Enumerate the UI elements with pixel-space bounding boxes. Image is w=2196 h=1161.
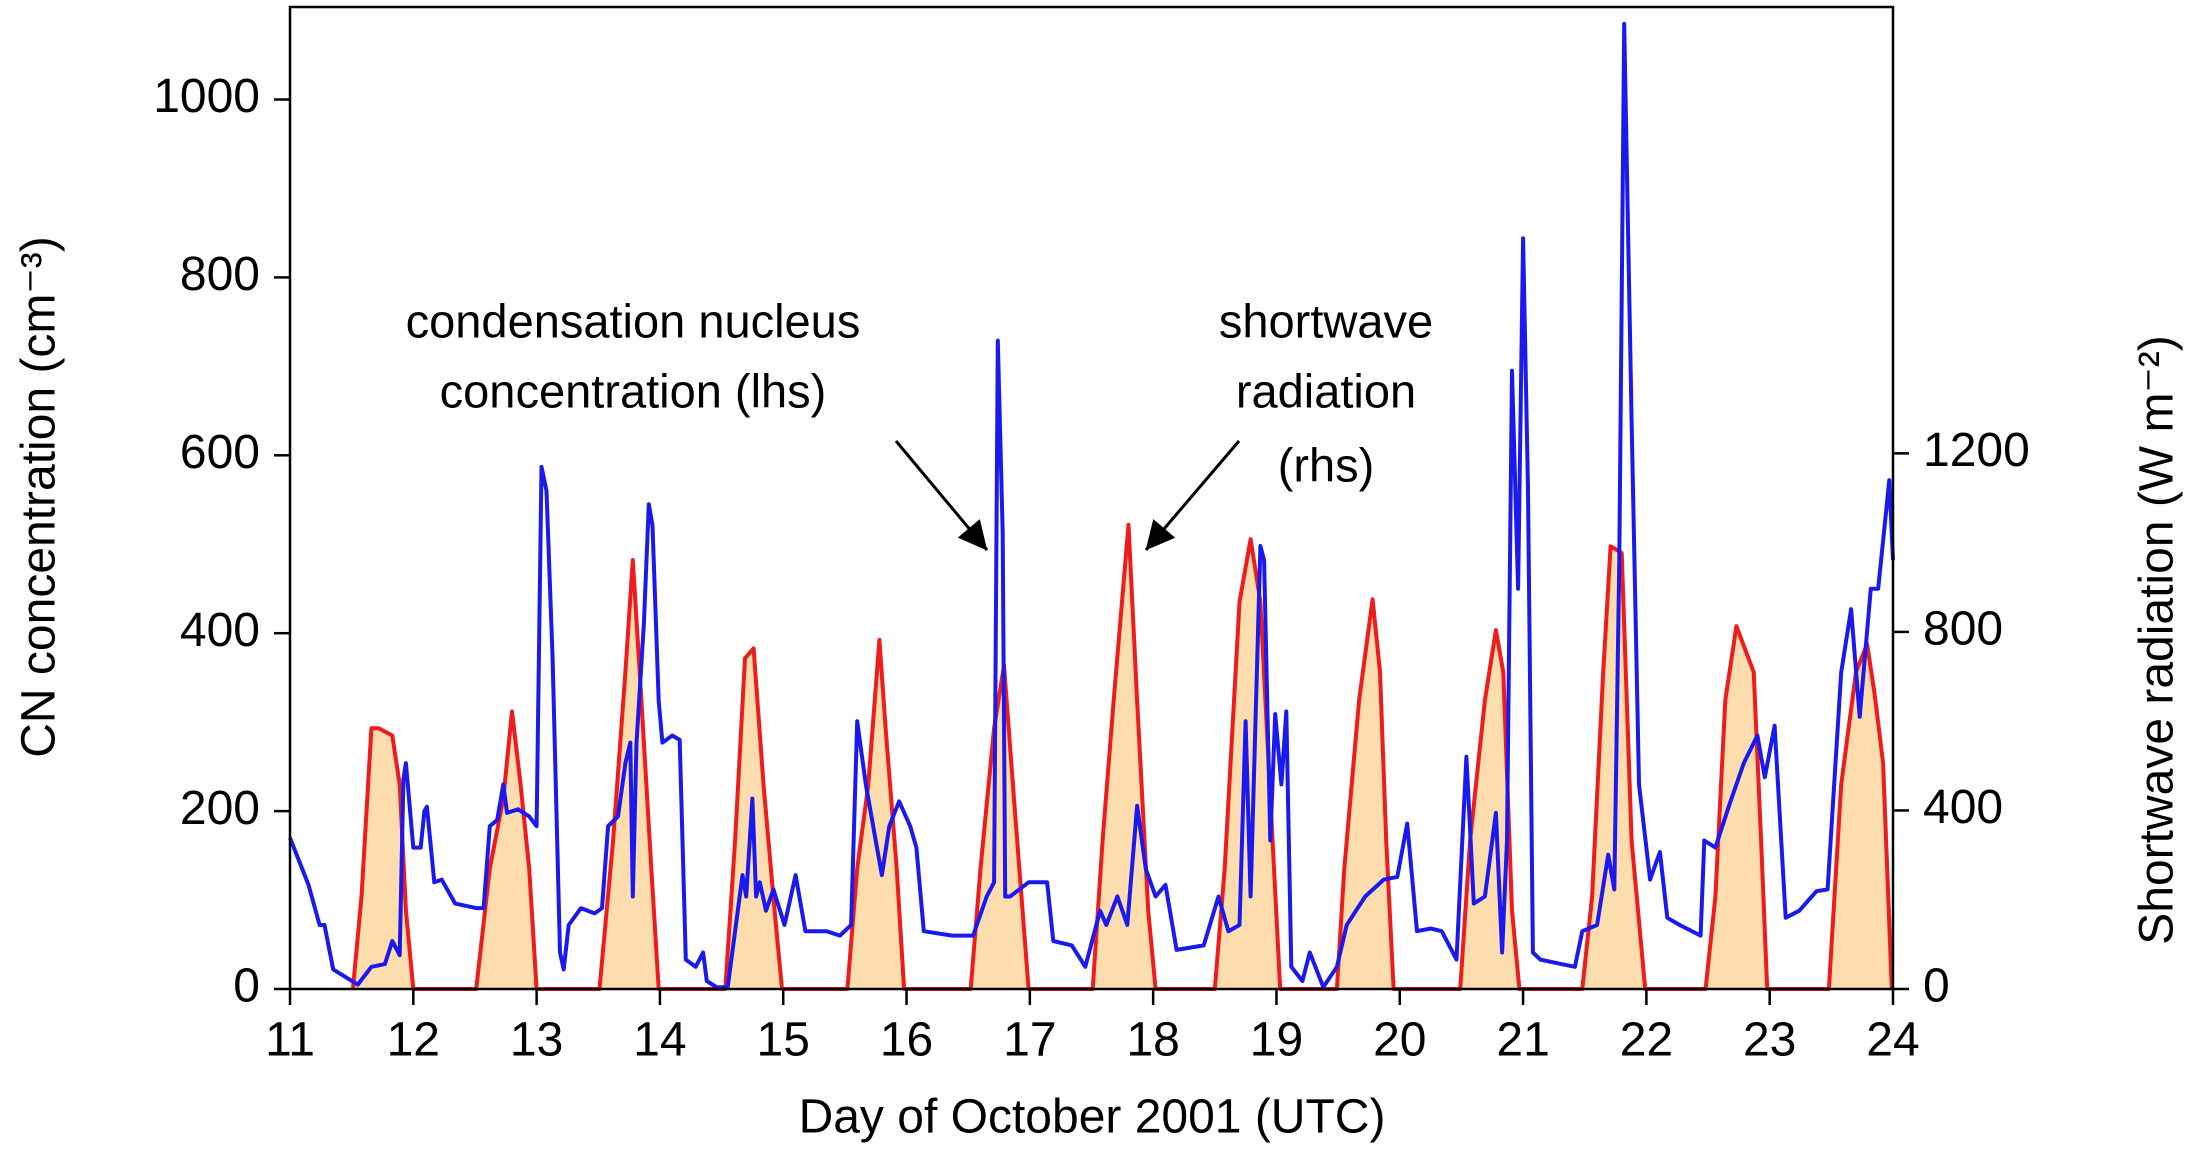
x-axis-label: Day of October 2001 (UTC) [799,1091,1386,1144]
x-tick-label: 20 [1373,1014,1426,1067]
y2-axis-label: Shortwave radiation (W m⁻²) [2131,335,2184,945]
x-tick-label: 11 [265,1014,315,1067]
line [288,21,1895,990]
plot-area [288,21,1895,991]
annotation: (rhs) [1278,438,1375,491]
annotation: radiation [1236,364,1416,417]
y2-tick-label: 800 [1923,603,2003,656]
x-tick-label: 21 [1496,1014,1549,1067]
y-tick-label: 400 [180,604,260,657]
annotation-arrow [1144,440,1241,551]
x-tick-label: 18 [1126,1014,1179,1067]
y-tick-label: 600 [180,426,260,479]
annotation: shortwave [1219,294,1433,347]
y-tick-label: 1000 [153,70,260,123]
x-tick-label: 17 [1003,1014,1056,1067]
y2-tick-label: 0 [1923,960,1950,1013]
x-tick-label: 15 [757,1014,810,1067]
x-tick-label: 19 [1250,1014,1303,1067]
y-tick-label: 0 [233,960,260,1013]
x-tick-label: 12 [387,1014,440,1067]
annotation-arrow [894,440,989,551]
x-tick-label: 16 [880,1014,933,1067]
y-axis-label: CN concentration (cm⁻³) [13,236,66,757]
x-tick-label: 14 [633,1014,686,1067]
annotation: condensation nucleus [406,294,861,347]
x-tick-label: 13 [510,1014,563,1067]
y-tick-label: 200 [180,782,260,835]
x-tick-label: 24 [1866,1014,1919,1067]
x-tick-label: 22 [1620,1014,1673,1067]
plot-frame [288,5,1895,991]
y-tick-label: 800 [180,248,260,301]
y2-tick-label: 1200 [1923,424,2030,477]
x-tick-label: 23 [1743,1014,1796,1067]
y2-tick-label: 400 [1923,781,2003,834]
annotation: concentration (lhs) [440,364,827,417]
